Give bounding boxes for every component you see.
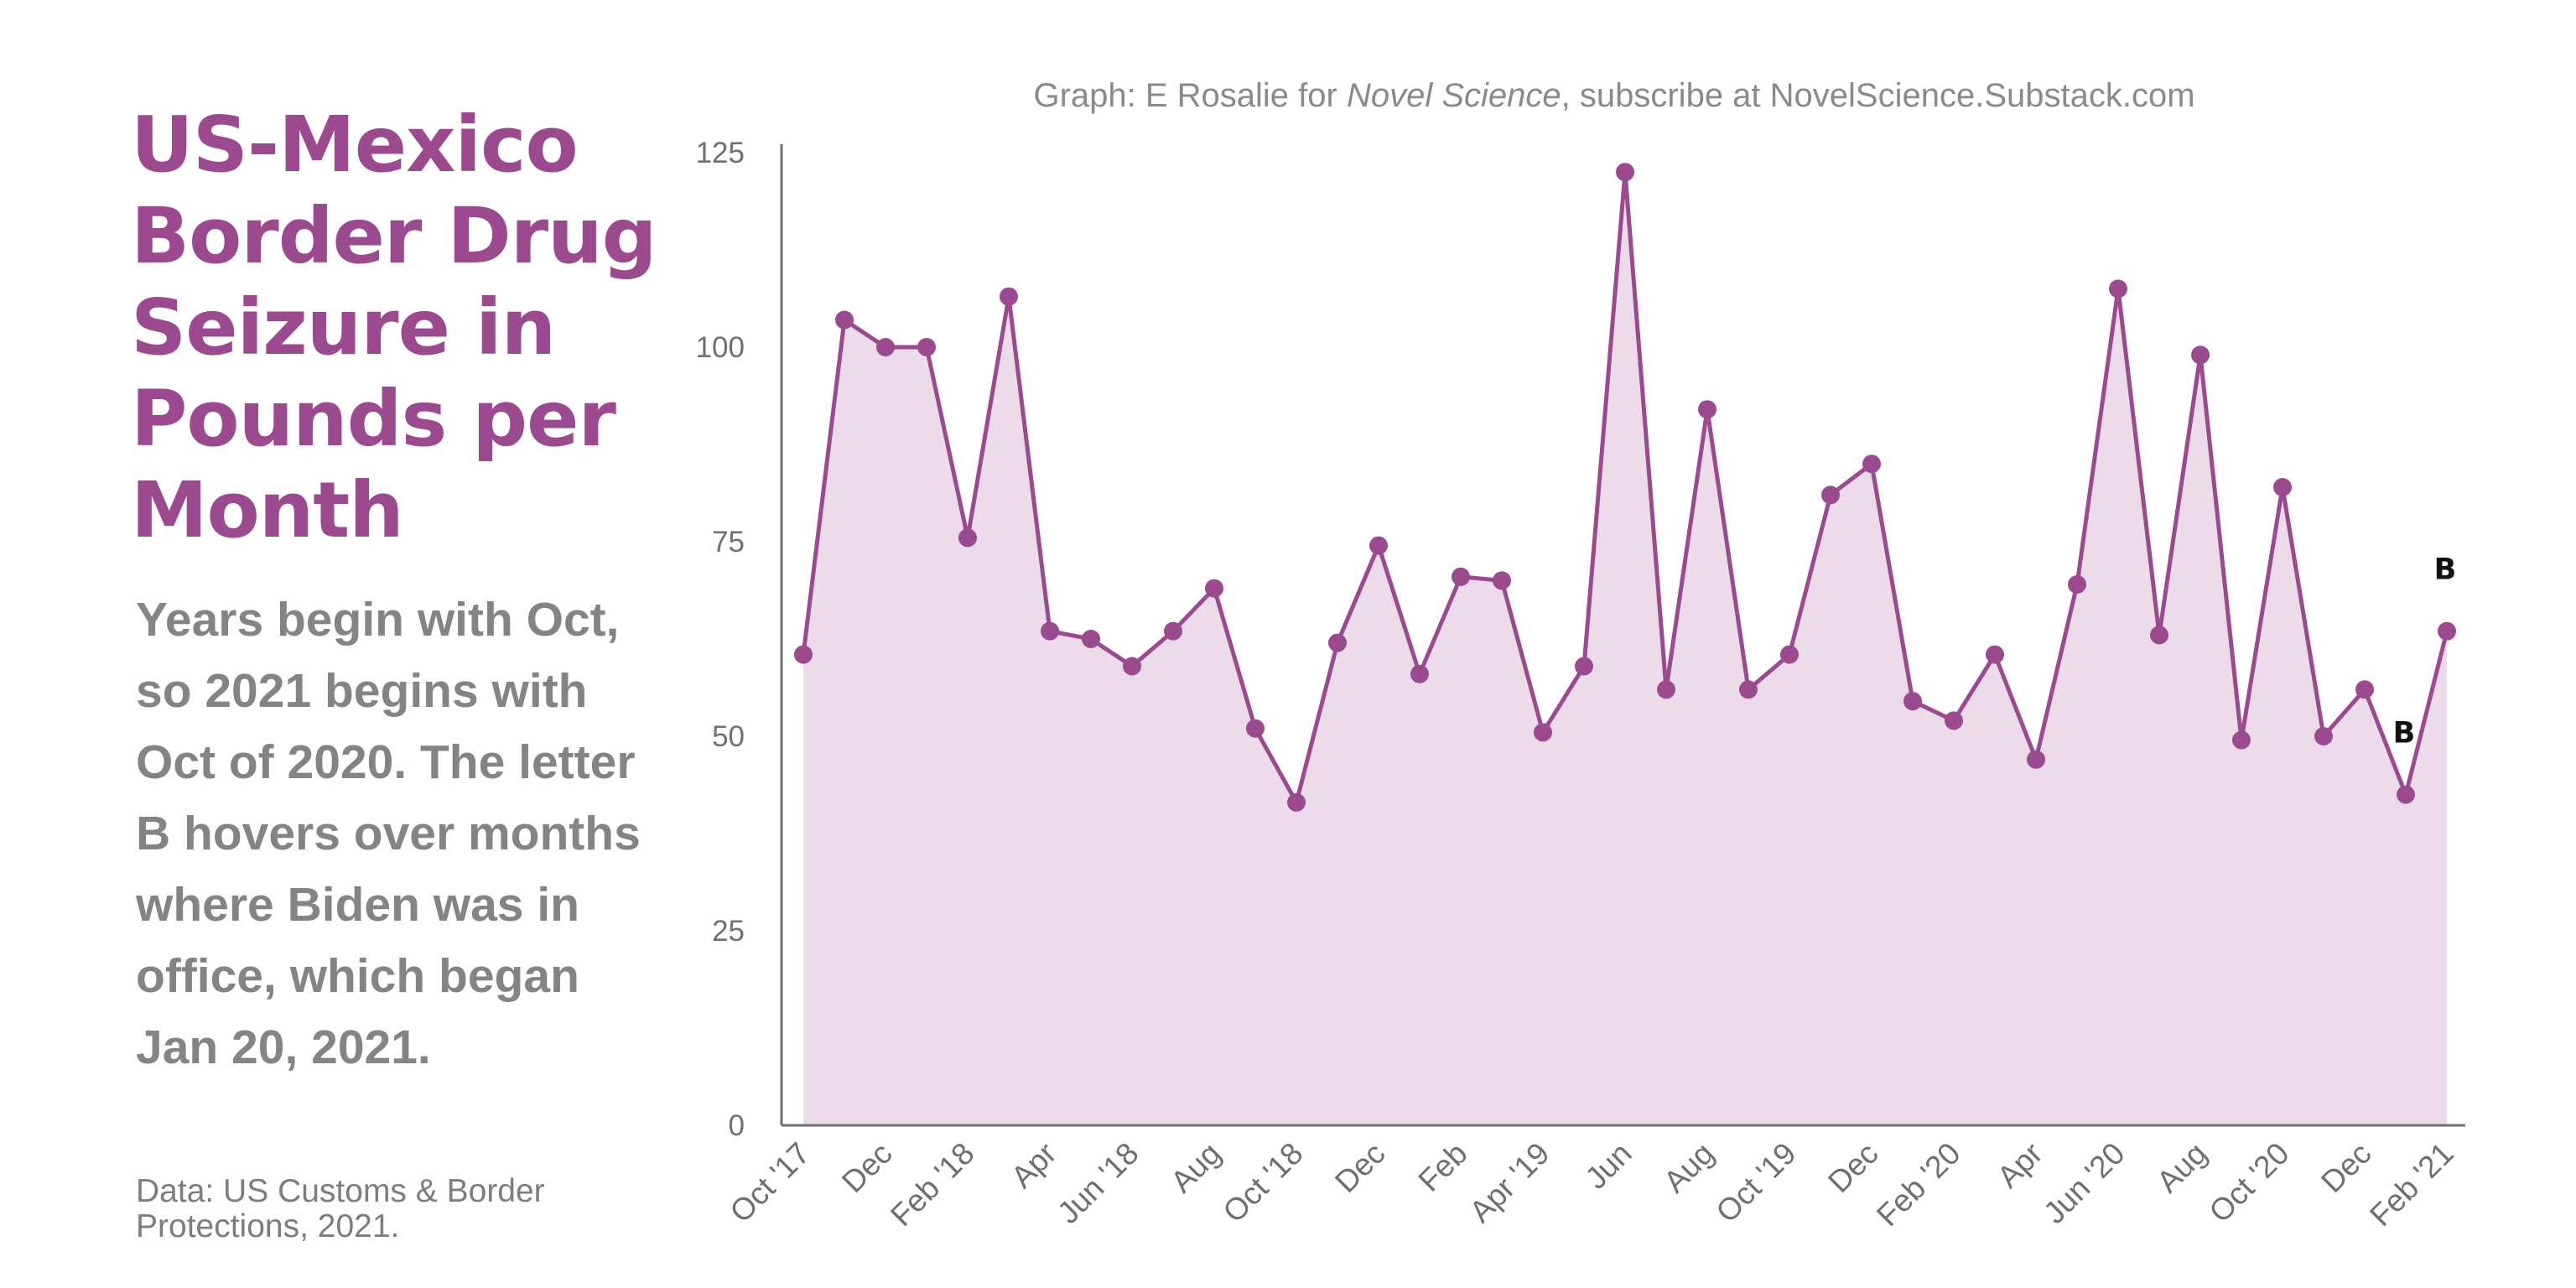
- x-tick-label: Aug: [1657, 1136, 1721, 1200]
- data-point: [2027, 750, 2045, 769]
- data-point: [2397, 785, 2415, 804]
- data-point: [1205, 579, 1223, 598]
- y-tick-label: 50: [712, 720, 745, 753]
- data-point: [1041, 621, 1059, 641]
- x-tick-label: Oct '20: [2203, 1136, 2296, 1229]
- data-point: [2438, 621, 2456, 641]
- data-point: [1452, 567, 1470, 586]
- caption-suffix: , subscribe at NovelScience.Substack.com: [1561, 77, 2195, 114]
- data-point: [835, 310, 854, 330]
- x-tick-label: Apr '19: [1463, 1136, 1556, 1229]
- data-point: [2068, 575, 2086, 594]
- x-tick-label: Jun: [1578, 1136, 1638, 1196]
- data-point: [917, 338, 936, 356]
- chart-caption: Graph: E Rosalie for Novel Science, subs…: [922, 77, 2306, 115]
- chart-subtitle: Years begin with Oct, so 2021 begins wit…: [136, 593, 641, 1074]
- data-point: [1000, 287, 1018, 306]
- data-point: [1164, 621, 1182, 641]
- data-point: [1780, 645, 1799, 664]
- data-point: [1082, 630, 1100, 648]
- data-point: [1246, 719, 1265, 738]
- x-tick-label: Feb '21: [2363, 1136, 2459, 1233]
- data-point: [958, 528, 977, 548]
- data-point: [1821, 486, 1840, 505]
- x-tick-label: Aug: [1164, 1136, 1228, 1200]
- y-tick-label: 0: [729, 1109, 745, 1142]
- data-point: [1575, 657, 1593, 676]
- data-point: [1698, 400, 1716, 419]
- x-tick-label: Dec: [835, 1136, 899, 1200]
- biden-annotation: B: [2393, 717, 2416, 750]
- chart-title: US-Mexico Border Drug Seizure in Pounds …: [131, 100, 657, 555]
- x-tick-label: Dec: [1328, 1136, 1392, 1200]
- y-tick-label: 125: [696, 137, 745, 169]
- x-tick-label: Apr: [1991, 1136, 2049, 1195]
- x-tick-label: Feb: [1412, 1136, 1474, 1198]
- data-point: [1493, 571, 1511, 590]
- point-layer: [794, 163, 2456, 812]
- data-point: [1739, 680, 1758, 699]
- y-tick-label: 25: [712, 915, 745, 948]
- data-point: [1616, 163, 1634, 182]
- data-point: [2314, 727, 2333, 745]
- data-point: [2191, 345, 2210, 365]
- data-point: [1123, 657, 1141, 676]
- area-layer: [803, 172, 2447, 1126]
- x-tick-label: Feb '20: [1870, 1136, 1966, 1233]
- x-tick-label: Oct '19: [1710, 1136, 1803, 1229]
- data-point: [1903, 692, 1922, 711]
- data-point: [2273, 478, 2292, 496]
- x-tick-label: Oct '17: [724, 1136, 817, 1229]
- title-panel: US-Mexico Border Drug Seizure in Pounds …: [131, 99, 667, 1083]
- biden-annotation: B: [2434, 553, 2457, 587]
- data-point: [2232, 730, 2251, 750]
- x-tick-label: Jun '18: [1051, 1136, 1145, 1231]
- data-point: [2150, 626, 2168, 645]
- data-point: [1287, 792, 1306, 812]
- data-point: [2355, 680, 2374, 699]
- area-fill: [803, 172, 2447, 1126]
- y-tick-label: 75: [712, 526, 745, 558]
- caption-prefix: Graph: E Rosalie for: [1033, 77, 1347, 114]
- y-tick-label: 100: [696, 331, 745, 364]
- data-point: [1534, 723, 1552, 742]
- data-point: [1328, 633, 1347, 652]
- data-point: [1986, 645, 2004, 664]
- data-point: [1657, 680, 1675, 699]
- x-tick-label: Oct '18: [1217, 1136, 1310, 1229]
- x-tick-label: Aug: [2150, 1136, 2214, 1200]
- x-tick-label: Dec: [1821, 1136, 1885, 1200]
- data-point: [876, 338, 895, 356]
- axis-layer: [780, 144, 2465, 1127]
- data-point: [1410, 664, 1429, 683]
- data-point: [1945, 711, 1963, 730]
- x-tick-label: Jun '20: [2037, 1136, 2132, 1231]
- x-tick-label: Apr: [1005, 1136, 1063, 1195]
- data-point: [2109, 279, 2127, 299]
- caption-publication: Novel Science: [1346, 77, 1561, 114]
- x-tick-label: Feb '18: [884, 1136, 980, 1233]
- x-tick-label: Dec: [2314, 1136, 2378, 1200]
- data-point: [1369, 536, 1388, 555]
- data-source-note: Data: US Customs & Border Protections, 2…: [136, 1173, 545, 1244]
- data-point: [794, 645, 813, 664]
- data-point: [1862, 454, 1881, 474]
